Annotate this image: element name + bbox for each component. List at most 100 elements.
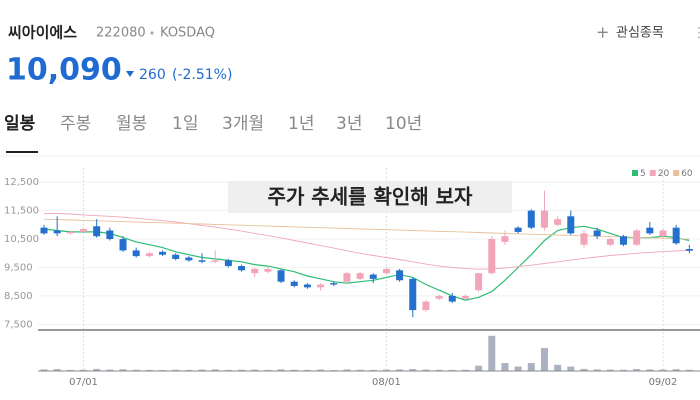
- annotation: 주가 추세를 확인해 보자: [268, 185, 473, 209]
- period-tab[interactable]: 3년: [336, 114, 362, 134]
- volume-bar: [422, 369, 430, 371]
- candle-body: [685, 249, 693, 251]
- period-tab[interactable]: 1일: [172, 114, 198, 134]
- y-tick-label: 8,500: [4, 291, 33, 302]
- candle-body: [448, 295, 456, 302]
- change-pct: (-2.51%): [172, 67, 232, 83]
- candle-body: [672, 227, 680, 244]
- more-icon[interactable]: ⋮: [692, 25, 700, 41]
- candle-body: [198, 260, 206, 262]
- volume-bar: [461, 369, 469, 371]
- y-tick-label: 12,500: [4, 177, 39, 188]
- stock-name: 씨아이에스: [8, 24, 77, 42]
- legend: 5 20 60: [632, 169, 693, 179]
- candle-body: [567, 216, 575, 234]
- candle-body: [619, 236, 627, 245]
- candle-body: [606, 239, 614, 245]
- candle-body: [633, 230, 641, 245]
- candle-body: [290, 281, 298, 286]
- plus-icon: +: [596, 23, 609, 42]
- volume-bar: [685, 369, 693, 371]
- price: 10,090: [6, 53, 122, 88]
- legend-label: 60: [681, 169, 693, 179]
- volume-bar: [343, 369, 351, 371]
- candle-body: [396, 270, 404, 281]
- y-tick-label: 10,500: [4, 234, 39, 245]
- volume-bar: [514, 366, 522, 371]
- candle-body: [475, 273, 483, 291]
- period-tab[interactable]: 일봉: [4, 114, 36, 134]
- volume-bar: [633, 369, 641, 371]
- market: KOSDAQ: [160, 26, 215, 41]
- volume-bar: [303, 369, 311, 371]
- volume-bar: [264, 369, 272, 371]
- candle-body: [40, 227, 48, 234]
- candle-body: [646, 227, 654, 234]
- legend-label: 5: [640, 169, 646, 179]
- volume-bar: [145, 369, 153, 371]
- candle-body: [66, 231, 74, 234]
- volume-bar: [224, 369, 232, 371]
- watch-button[interactable]: + 관심종목: [596, 23, 664, 42]
- candle-body: [119, 239, 127, 251]
- candle-body: [554, 219, 562, 225]
- ma-line: [43, 225, 690, 301]
- volume-bar: [567, 366, 575, 371]
- volume-bar: [540, 348, 548, 371]
- period-tab[interactable]: 1년: [288, 114, 314, 134]
- volume-bar: [593, 369, 601, 371]
- separator: [150, 31, 154, 35]
- volume-bar: [40, 369, 48, 371]
- legend-swatch: [673, 170, 680, 176]
- volume-bar: [619, 369, 627, 371]
- volume-bar: [198, 369, 206, 371]
- volume-bar: [672, 369, 680, 371]
- candle-body: [382, 268, 390, 274]
- candle-body: [659, 230, 667, 237]
- candle-body: [53, 230, 61, 234]
- candle-body: [343, 273, 351, 282]
- change: 260: [139, 67, 166, 83]
- volume-bar: [80, 369, 88, 371]
- candle-body: [277, 270, 285, 282]
- y-tick-label: 11,500: [4, 206, 39, 217]
- x-tick-label: 09/02: [649, 377, 678, 388]
- candle-body: [264, 268, 272, 272]
- legend-swatch: [649, 170, 656, 176]
- period-tab[interactable]: 10년: [385, 114, 422, 134]
- volume-bar: [290, 369, 298, 371]
- candle-body: [330, 283, 338, 285]
- candle-body: [356, 273, 364, 279]
- candle-body: [80, 229, 88, 232]
- candle-body: [145, 253, 153, 257]
- volume-bar: [409, 369, 417, 371]
- candle-body: [409, 278, 417, 311]
- volume-bar: [66, 369, 74, 371]
- volume-bar: [488, 335, 496, 371]
- y-tick-label: 9,500: [4, 262, 33, 273]
- period-tab[interactable]: 3개월: [222, 114, 264, 134]
- annotation-box: [228, 181, 512, 213]
- period-tab[interactable]: 주봉: [60, 114, 91, 134]
- candle-body: [224, 260, 232, 267]
- x-tick-label: 07/01: [69, 377, 98, 388]
- volume-bar: [172, 369, 180, 371]
- volume-bar: [580, 368, 588, 371]
- candle-body: [422, 301, 430, 311]
- period-tab[interactable]: 월봉: [116, 114, 147, 134]
- volume-bar: [238, 369, 246, 371]
- candle-body: [251, 268, 259, 274]
- candle-body: [238, 266, 246, 271]
- candle-body: [172, 254, 180, 259]
- volume-bar: [382, 369, 390, 371]
- volume-bar: [554, 364, 562, 371]
- candle-body: [501, 236, 509, 242]
- volume-bar: [277, 369, 285, 371]
- down-arrow: [126, 71, 134, 77]
- candle-body: [93, 226, 101, 237]
- candle-body: [211, 260, 219, 262]
- candle-body: [514, 227, 522, 232]
- volume-bar: [356, 369, 364, 371]
- period-tabs: 일봉 주봉 월봉 1일 3개월 1년 3년 10년: [4, 114, 422, 134]
